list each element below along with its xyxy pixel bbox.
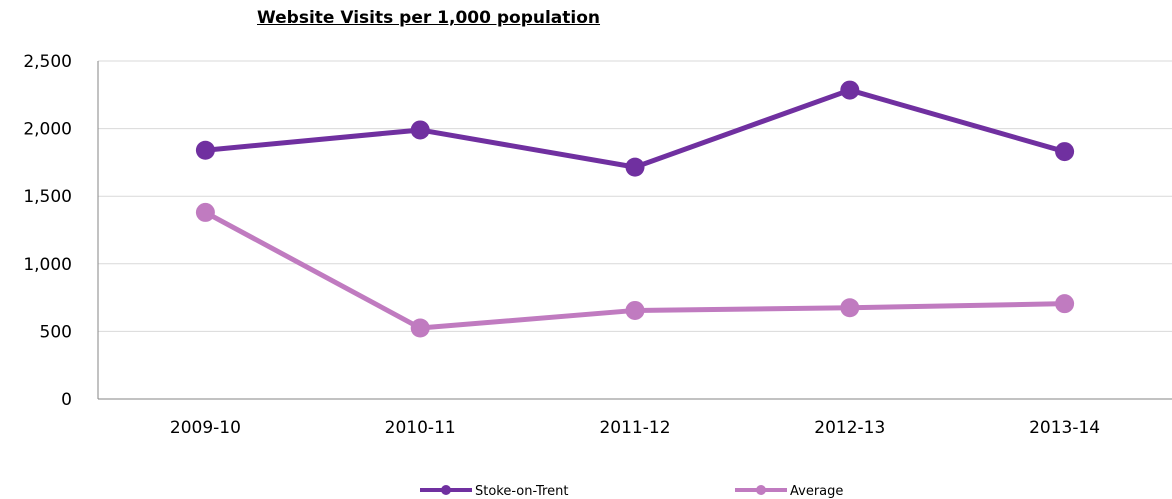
x-tick-label: 2010-11 xyxy=(385,418,456,438)
x-tick-label: 2012-13 xyxy=(814,418,885,438)
x-tick-label: 2013-14 xyxy=(1029,418,1100,438)
data-point xyxy=(625,157,645,177)
data-point xyxy=(410,318,430,338)
chart-title: Website Visits per 1,000 population xyxy=(257,8,601,28)
y-tick-label: 1,500 xyxy=(23,187,72,207)
x-tick-label: 2011-12 xyxy=(599,418,670,438)
y-tick-label: 1,000 xyxy=(23,255,72,275)
data-point xyxy=(195,202,215,222)
data-point xyxy=(195,140,215,160)
y-tick-label: 2,000 xyxy=(23,120,72,140)
legend-label: Average xyxy=(790,484,843,499)
legend-swatch-marker xyxy=(441,485,451,495)
legend-label: Stoke-on-Trent xyxy=(475,484,568,499)
data-point xyxy=(1055,294,1075,314)
y-tick-label: 500 xyxy=(40,322,72,342)
data-point xyxy=(840,298,860,318)
y-tick-label: 2,500 xyxy=(23,52,72,72)
data-point xyxy=(1055,142,1075,162)
x-tick-label: 2009-10 xyxy=(170,418,241,438)
data-point xyxy=(840,80,860,100)
data-point xyxy=(410,120,430,140)
legend-swatch-marker xyxy=(756,485,766,495)
y-tick-label: 0 xyxy=(61,390,72,410)
data-point xyxy=(625,300,645,320)
